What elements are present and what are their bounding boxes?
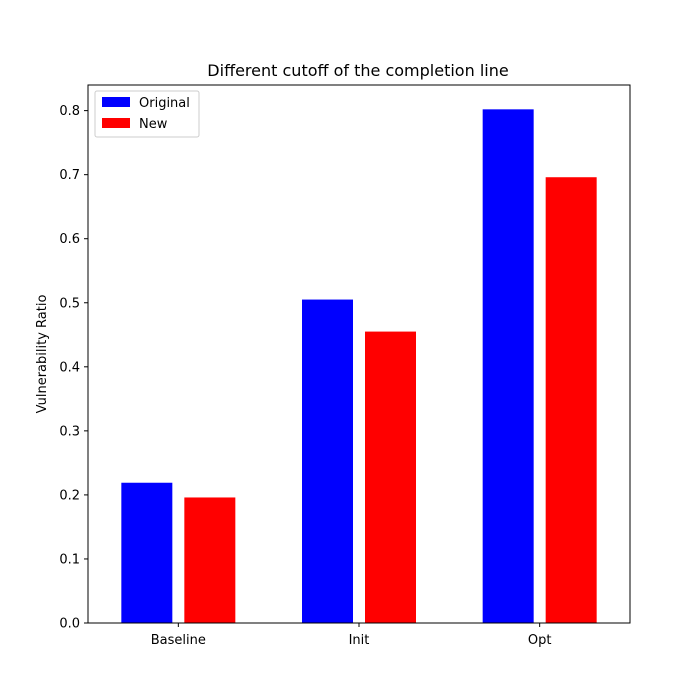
bar-original-opt: [482, 109, 534, 624]
legend: Original New: [94, 90, 200, 138]
legend-label-new: New: [139, 117, 168, 132]
y-tick-label: 0.2: [59, 488, 80, 503]
bar-original-init: [302, 299, 353, 623]
plot-frame: [87, 84, 631, 624]
x-tick-label: Init: [349, 633, 370, 648]
bar-new-init: [365, 331, 416, 623]
legend-label-original: Original: [139, 96, 190, 111]
chart-title: Different cutoff of the completion line: [207, 61, 508, 80]
y-tick-label: 0.4: [59, 360, 80, 375]
legend-swatch-new: [102, 118, 130, 128]
y-tick-label: 0.6: [59, 232, 80, 247]
legend-swatch-original: [102, 97, 130, 107]
y-tick-label: 0.7: [59, 168, 80, 183]
y-axis-label: Vulnerability Ratio: [35, 295, 50, 414]
x-axis: Baseline Init Opt: [151, 623, 552, 648]
x-tick-label: Opt: [528, 633, 552, 648]
y-tick-label: 0.8: [59, 104, 80, 119]
y-tick-label: 0.1: [59, 552, 80, 567]
y-tick-label: 0.3: [59, 424, 80, 439]
bars: [121, 109, 597, 624]
x-tick-label: Baseline: [151, 633, 206, 648]
y-tick-label: 0.0: [59, 617, 80, 632]
bar-new-opt: [545, 177, 597, 623]
y-tick-label: 0.5: [59, 296, 80, 311]
y-axis: 0.0 0.1 0.2 0.3 0.4 0.5 0.6 0.7 0.8: [59, 104, 88, 632]
bar-original-baseline: [121, 482, 173, 623]
bar-new-baseline: [184, 497, 236, 623]
